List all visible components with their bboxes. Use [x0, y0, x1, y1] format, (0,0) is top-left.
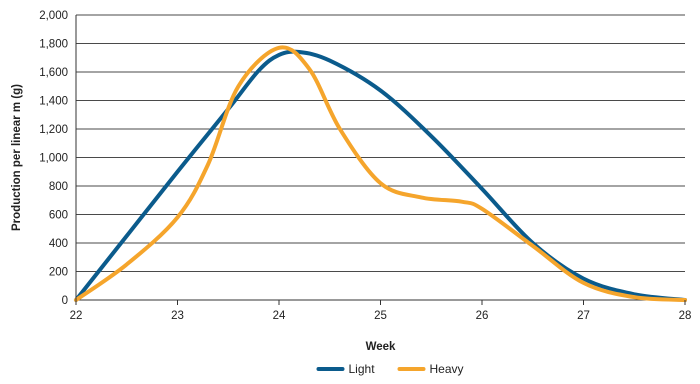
legend: Light Heavy [316, 362, 464, 376]
x-axis-title: Week [366, 341, 396, 353]
y-tick-label: 2,000 [39, 10, 68, 22]
axes [75, 15, 686, 305]
y-tick-label: 800 [49, 181, 68, 193]
y-tick-label: 200 [49, 267, 68, 279]
series-line-light [74, 49, 687, 302]
y-axis-title: Production per linear m (g) [11, 84, 23, 231]
series-lines [74, 45, 687, 302]
y-tick-label: 600 [49, 210, 68, 222]
x-tick-label: 25 [374, 310, 387, 322]
y-tick-label: 400 [49, 238, 68, 250]
y-tick-label: 0 [62, 295, 68, 307]
y-tick-label: 1,200 [39, 124, 68, 136]
gridlines [76, 14, 685, 301]
x-tick-label: 28 [679, 310, 692, 322]
x-tick-label: 26 [476, 310, 489, 322]
x-tick-label: 22 [70, 310, 83, 322]
y-tick-label: 1,400 [39, 96, 68, 108]
legend-label-heavy: Heavy [430, 362, 464, 376]
y-tick-label: 1,000 [39, 153, 68, 165]
legend-label-light: Light [349, 362, 376, 376]
y-tick-label: 1,600 [39, 67, 68, 79]
tick-labels: 0 200 400 600 800 1,000 1,200 1,400 1,600 1,800 2,… [39, 10, 691, 322]
x-tick-label: 23 [171, 310, 184, 322]
x-tick-label: 24 [273, 310, 286, 322]
y-tick-label: 1,800 [39, 39, 68, 51]
series-line-heavy [74, 45, 687, 302]
x-tick-label: 27 [577, 310, 590, 322]
